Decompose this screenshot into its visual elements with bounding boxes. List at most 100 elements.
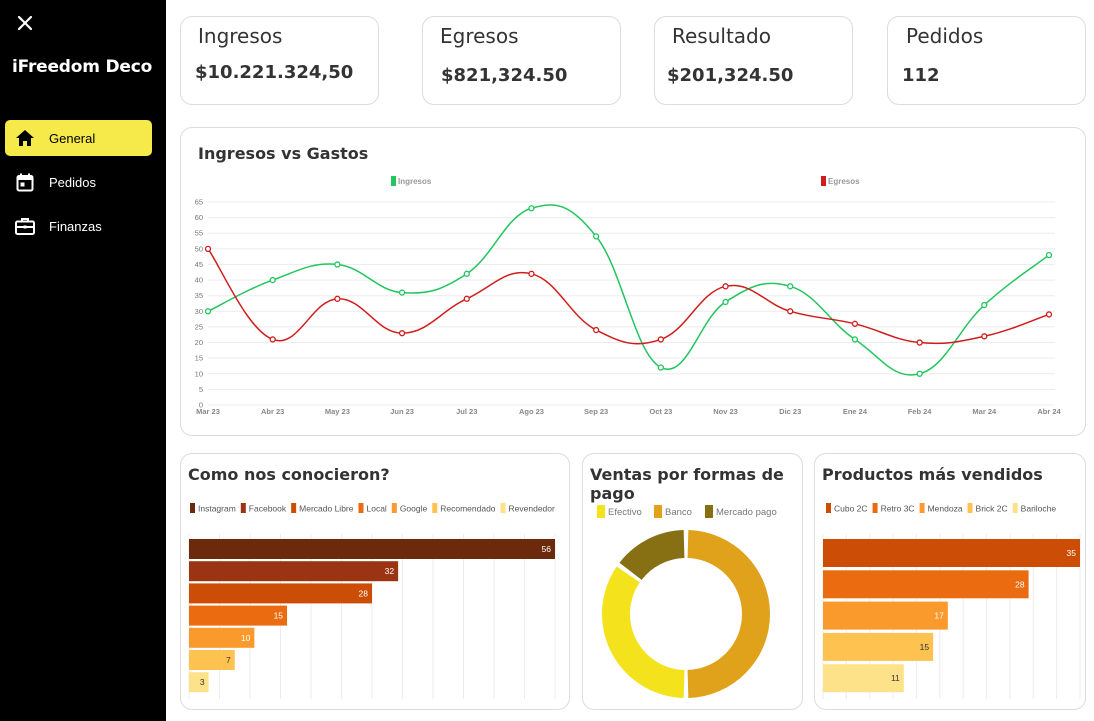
x-tick-label: Abr 23 xyxy=(261,407,284,416)
sidebar-item-pedidos[interactable]: Pedidos xyxy=(5,164,152,200)
data-point xyxy=(269,336,276,343)
y-tick-label: 50 xyxy=(195,244,203,253)
bar-value-label: 28 xyxy=(1015,579,1025,589)
chart-title: Como nos conocieron? xyxy=(188,465,390,484)
legend-swatch xyxy=(654,505,662,518)
data-point xyxy=(463,270,470,277)
legend-label: Brick 2C xyxy=(976,504,1008,514)
chart-title: Ingresos vs Gastos xyxy=(198,144,369,163)
bar-value-label: 28 xyxy=(359,588,369,598)
bar-value-label: 7 xyxy=(226,655,231,665)
y-tick-label: 55 xyxy=(195,229,203,238)
donut-chart: Efectivo Banco Mercado pago xyxy=(597,505,777,698)
bar-chart-card-products: Productos más vendidos Cubo 2C Retro 3C Me… xyxy=(814,453,1086,710)
legend-swatch xyxy=(432,503,438,513)
bar xyxy=(189,605,288,626)
bar xyxy=(189,672,209,693)
legend-label: Facebook xyxy=(249,504,287,514)
bar-value-label: 56 xyxy=(542,544,552,554)
legend-swatch xyxy=(597,505,605,518)
kpi-title: Egresos xyxy=(440,24,519,48)
sidebar: iFreedom Deco General Pedidos Finanzas xyxy=(0,0,166,721)
y-tick-label: 30 xyxy=(195,307,203,316)
close-icon[interactable] xyxy=(14,12,36,34)
legend-swatch xyxy=(240,503,246,513)
bar xyxy=(189,627,255,648)
legend-swatch xyxy=(291,503,297,513)
home-icon xyxy=(14,127,36,149)
briefcase-icon xyxy=(14,215,36,237)
y-tick-label: 65 xyxy=(195,198,203,207)
legend-label: Banco xyxy=(665,507,692,518)
legend-label: Recomendado xyxy=(440,504,496,514)
legend-label: Mercado Libre xyxy=(299,504,354,514)
x-tick-label: Jun 23 xyxy=(390,407,414,416)
data-point xyxy=(1045,251,1053,259)
legend-swatch xyxy=(190,503,195,513)
data-point xyxy=(334,261,341,268)
bar xyxy=(189,539,555,559)
y-tick-label: 15 xyxy=(195,354,203,363)
legend-swatch xyxy=(872,503,878,513)
bar xyxy=(823,539,1080,567)
data-point xyxy=(787,308,794,315)
x-tick-label: Mar 23 xyxy=(196,407,220,416)
legend-swatch xyxy=(821,176,826,186)
data-point xyxy=(851,336,859,343)
y-tick-label: 60 xyxy=(195,213,203,222)
sidebar-item-general[interactable]: General xyxy=(5,120,152,156)
x-tick-label: Feb 24 xyxy=(908,407,933,416)
data-point xyxy=(204,245,212,252)
x-tick-label: Jul 23 xyxy=(456,407,477,416)
data-point xyxy=(463,295,470,302)
y-tick-label: 0 xyxy=(199,401,203,410)
series-line xyxy=(207,204,1050,376)
legend-swatch xyxy=(391,176,396,186)
kpi-value: $201,324.50 xyxy=(667,65,794,86)
legend-label: Ingresos xyxy=(398,177,432,186)
legend-label: Egresos xyxy=(828,177,860,186)
donut-chart-card: Ventas por formas de pago Efectivo Banco M… xyxy=(582,453,803,710)
y-tick-label: 40 xyxy=(195,276,203,285)
donut-slice xyxy=(619,530,685,580)
bar xyxy=(823,601,948,630)
bar-value-label: 32 xyxy=(385,566,395,576)
sidebar-item-finanzas[interactable]: Finanzas xyxy=(5,208,152,244)
sidebar-item-label: Pedidos xyxy=(49,174,96,190)
data-point xyxy=(981,301,988,309)
donut-slice xyxy=(602,566,685,698)
legend-label: Mendoza xyxy=(928,504,963,514)
data-point xyxy=(851,320,859,327)
x-tick-label: May 23 xyxy=(325,407,350,416)
line-chart: 0 5 10 15 20 25 30 35 40 45 50 55 60 65 Mar 23 Abr 23 Ma… xyxy=(195,176,1061,416)
x-tick-label: Mar 24 xyxy=(972,407,997,416)
sidebar-item-label: General xyxy=(49,130,96,146)
legend-swatch xyxy=(1012,503,1018,513)
kpi-title: Pedidos xyxy=(906,24,984,48)
kpi-value: $10.221.324,50 xyxy=(195,62,354,83)
bar-value-label: 17 xyxy=(934,611,944,621)
data-point xyxy=(334,295,341,302)
data-point xyxy=(593,326,600,334)
bar-value-label: 10 xyxy=(241,633,251,643)
kpi-card-resultado: Resultado $201,324.50 xyxy=(654,16,853,105)
legend-swatch xyxy=(967,503,973,513)
legend-label: Efectivo xyxy=(608,507,642,518)
kpi-title: Resultado xyxy=(672,24,771,48)
data-point xyxy=(398,330,406,337)
legend-swatch xyxy=(358,503,364,513)
data-point xyxy=(528,270,535,277)
x-tick-label: Oct 23 xyxy=(649,407,672,416)
x-tick-label: Sep 23 xyxy=(584,407,608,416)
y-tick-label: 45 xyxy=(195,260,203,269)
x-tick-label: Ene 24 xyxy=(843,407,868,416)
sidebar-item-label: Finanzas xyxy=(49,218,102,234)
bar xyxy=(189,583,372,604)
line-chart-card: Ingresos vs Gastos 0 5 10 15 20 25 30 35 40 45 50 5… xyxy=(180,127,1086,436)
y-tick-label: 25 xyxy=(195,322,203,331)
legend-label: Revendedor xyxy=(509,504,555,514)
x-tick-label: Dic 23 xyxy=(779,407,801,416)
donut-slice xyxy=(687,530,771,698)
data-point xyxy=(916,339,923,346)
bar xyxy=(823,664,904,693)
